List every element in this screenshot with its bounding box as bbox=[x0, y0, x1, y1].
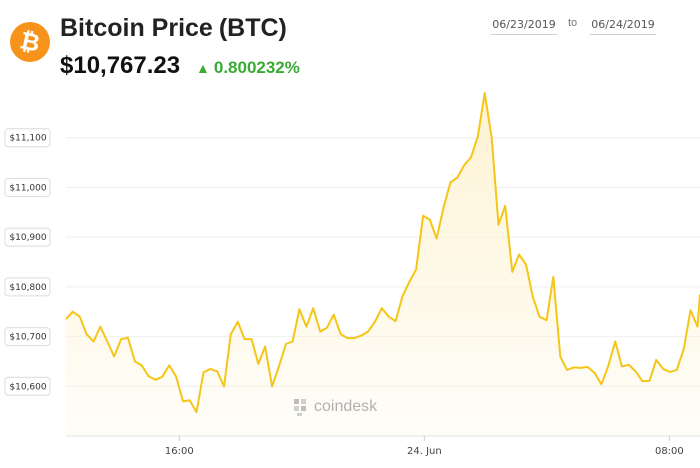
x-tick-label: 16:00 bbox=[165, 446, 194, 457]
svg-text:$11,100: $11,100 bbox=[9, 134, 46, 144]
up-arrow-icon: ▲ bbox=[196, 60, 210, 76]
chart-header: ₿ Bitcoin Price (BTC) $10,767.23 ▲ 0.80023… bbox=[0, 0, 700, 88]
svg-text:$11,000: $11,000 bbox=[9, 183, 46, 193]
x-tick-label: 24. Jun bbox=[407, 446, 442, 457]
price-chart[interactable]: coindesk $10,600 $10,700 $10,800 $10,900 $11… bbox=[0, 88, 700, 468]
coindesk-watermark: coindesk bbox=[294, 398, 378, 416]
price-line bbox=[65, 92, 700, 414]
svg-text:$10,600: $10,600 bbox=[9, 382, 46, 392]
bitcoin-icon: ₿ bbox=[10, 22, 50, 62]
price-area-fill bbox=[66, 93, 700, 436]
price-change: ▲ 0.800232% bbox=[196, 58, 300, 78]
x-tick-label: 08:00 bbox=[655, 446, 684, 457]
y-tick-label: $11,100 bbox=[4, 128, 51, 148]
svg-text:$10,800: $10,800 bbox=[9, 283, 46, 293]
y-tick-label: $10,700 bbox=[4, 327, 51, 347]
watermark-text: coindesk bbox=[314, 398, 378, 415]
coin-symbol: (BTC) bbox=[218, 14, 287, 42]
coin-name: Bitcoin Price bbox=[60, 14, 213, 42]
axes: $10,600 $10,700 $10,800 $10,900 $11,000 $11,1… bbox=[4, 128, 700, 457]
date-from-input[interactable]: 06/23/2019 bbox=[491, 16, 557, 35]
page-title: Bitcoin Price (BTC) bbox=[60, 14, 287, 43]
y-tick-label: $10,800 bbox=[4, 277, 51, 297]
svg-text:$10,900: $10,900 bbox=[9, 233, 46, 243]
date-to-input[interactable]: 06/24/2019 bbox=[590, 16, 656, 35]
y-tick-label: $10,600 bbox=[4, 376, 51, 396]
price-change-percent: 0.800232% bbox=[213, 58, 300, 77]
y-tick-label: $10,900 bbox=[4, 227, 51, 247]
y-tick-label: $11,000 bbox=[4, 177, 51, 197]
price-area bbox=[65, 92, 700, 436]
coindesk-logo-icon bbox=[294, 399, 306, 416]
current-price: $10,767.23 bbox=[60, 52, 181, 79]
date-range-separator: to bbox=[568, 17, 578, 29]
svg-text:$10,700: $10,700 bbox=[9, 333, 46, 343]
